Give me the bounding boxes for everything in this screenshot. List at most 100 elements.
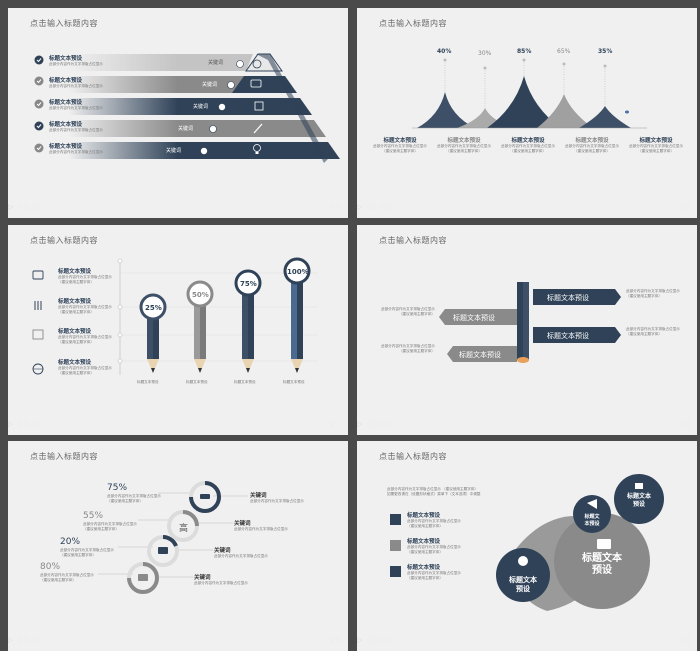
caption: 标题文本预设 此部分内容作为文字排版占位显示 （建议使用主题字体） <box>501 138 555 153</box>
ring-diagram <box>98 481 248 594</box>
slide-number: 26 <box>680 203 692 212</box>
trophy-icon <box>635 483 643 489</box>
intro-text: 此部分内容作为文字排版占位显示 （建议使用主题字体） 如需更改请在（设置形状格式）… <box>387 487 481 496</box>
list-item: 标题文本预设 此部分内容作为文字排版占位显示 （建议使用主题字体） <box>58 269 112 284</box>
peak-chart <box>412 58 647 129</box>
wallet-icon <box>32 270 44 280</box>
keyword-block: 关键词 此部分内容作为文字排版占位显示 <box>234 521 288 531</box>
slide-number: 30 <box>680 636 692 645</box>
caption-row: 标题文本预设 此部分内容作为文字排版占位显示 （建议使用主题字体） 标题文本预设 此部… <box>373 136 683 154</box>
percent-label: 85% <box>517 48 532 55</box>
bubble-diagram <box>390 474 664 611</box>
slide-28[interactable]: 点击输入标题内容 标题文本预设 标题文本预设 标题文本预设 标题文本预设 此部分… <box>357 225 697 435</box>
arrow-label: 标题文本预设 <box>547 332 589 340</box>
keyword-block: 关键词 此部分内容作为文字排版占位显示 <box>214 548 268 558</box>
caption: 标题文本预设 此部分内容作为文字排版占位显示 （建议使用主题字体） <box>565 138 619 153</box>
play-icon[interactable]: ▷ <box>357 203 363 211</box>
slide-25[interactable]: 点击输入标题内容 <box>8 8 348 218</box>
slide-title: 点击输入标题内容 <box>30 19 98 28</box>
keyword-label: 关键词 <box>193 104 209 110</box>
percent-label: 100% <box>287 268 309 276</box>
keyword-label: 关键词 <box>202 82 218 88</box>
pencil-caption: 标题文本预设 <box>234 380 256 384</box>
slide-29[interactable]: 点击输入标题内容 高 75% 55% 20% 80% 此部分内容作为文字排版占位… <box>8 441 348 651</box>
percent-label: 25% <box>145 304 162 312</box>
play-icon[interactable]: ▷ <box>357 636 363 644</box>
globe-icon <box>32 363 44 375</box>
percent-label: 75% <box>240 280 257 288</box>
play-icon[interactable]: ▷ <box>357 420 363 428</box>
keyword-label: 关键词 <box>166 148 182 154</box>
slide-time: 00:00 <box>18 636 43 645</box>
slide-title: 点击输入标题内容 <box>30 236 98 245</box>
briefcase-icon <box>597 539 611 549</box>
desc-block: 此部分内容作为文字排版占位显示 （建议使用主题字体） <box>626 289 680 298</box>
percent-label: 80% <box>40 562 61 572</box>
center-char: 高 <box>179 524 189 534</box>
chat-icon <box>138 574 148 581</box>
calculator-icon <box>390 566 401 577</box>
caption: 标题文本预设 此部分内容作为文字排版占位显示 （建议使用主题字体） <box>373 138 427 153</box>
keyword-block: 关键词 此部分内容作为文字排版占位显示 <box>250 493 304 503</box>
slide-26[interactable]: 点击输入标题内容 40% 30% 85% 65% 35% 标题文本预设 此部分内容… <box>357 8 697 218</box>
monitor-icon <box>390 514 401 525</box>
slide-title: 点击输入标题内容 <box>379 452 447 461</box>
sliders-icon <box>34 301 42 310</box>
cube-icon <box>254 101 264 111</box>
arrow-label: 标题文本预设 <box>547 294 589 302</box>
list-item: 标题文本预设 此部分内容作为文字排版占位显示 <box>49 78 103 88</box>
keyword-label: 关键词 <box>208 60 224 66</box>
pencil-chart <box>32 257 318 375</box>
slide-time: 00:00 <box>367 203 392 212</box>
bubble-label: 标题文本预设 <box>509 576 537 593</box>
percent-label: 65% <box>557 48 571 55</box>
play-icon[interactable]: ▷ <box>8 420 14 428</box>
list-item: 标题文本预设 此部分内容作为文字排版占位显示 <box>49 56 103 66</box>
desc-block: 此部分内容作为文字排版占位显示 （建议使用主题字体） <box>83 522 137 531</box>
globe-icon <box>252 59 262 69</box>
arrow-label: 标题文本预设 <box>459 351 501 359</box>
arrow-label: 标题文本预设 <box>453 314 495 322</box>
percent-label: 75% <box>107 483 128 493</box>
slide-number: 25 <box>330 203 342 212</box>
desc-block: 此部分内容作为文字排版占位显示 （建议使用主题字体） <box>60 548 114 557</box>
percent-label: 35% <box>598 48 613 55</box>
list-item: 标题文本预设 此部分内容作为文字排版占位显示 <box>49 100 103 110</box>
slide-number: 29 <box>330 636 342 645</box>
desc-block: 此部分内容作为文字排版占位显示 （建议使用主题字体） <box>381 307 435 316</box>
keyword-label: 关键词 <box>178 126 194 132</box>
pencil-caption: 标题文本预设 <box>137 380 159 384</box>
slide-title: 点击输入标题内容 <box>30 452 98 461</box>
bubble-label: 标题文本预设 <box>626 493 651 508</box>
desc-block: 此部分内容作为文字排版占位显示 （建议使用主题字体） <box>381 344 435 353</box>
bubble-label: 标题文本预设 <box>584 514 600 527</box>
list-item: 标题文本预设 此部分内容作为文字排版占位显示 （建议使用主题字体） <box>407 513 461 528</box>
slide-number: 28 <box>680 420 692 429</box>
play-icon[interactable]: ▷ <box>8 203 14 211</box>
percent-label: 40% <box>437 48 452 55</box>
slide-time: 00:00 <box>367 420 392 429</box>
percent-label: 50% <box>192 291 209 299</box>
megaphone-icon <box>587 499 597 509</box>
slide-number: 27 <box>330 420 342 429</box>
slide-27[interactable]: 点击输入标题内容 25% 50% 75% 100% 标题文本预设 标题文本预设 … <box>8 225 348 435</box>
pencil-caption: 标题文本预设 <box>186 380 208 384</box>
list-item: 标题文本预设 此部分内容作为文字排版占位显示 （建议使用主题字体） <box>407 539 461 554</box>
pyramid-diagram <box>34 52 340 163</box>
desc-block: 此部分内容作为文字排版占位显示 （建议使用主题字体） <box>626 327 680 336</box>
caption: 标题文本预设 此部分内容作为文字排版占位显示 （建议使用主题字体） <box>629 138 683 153</box>
slide-30[interactable]: 点击输入标题内容 此部分内容作为文字排版占位显示 （建议使用主题字体） 如需更改请… <box>357 441 697 651</box>
slide-time: 00:00 <box>367 636 392 645</box>
list-item: 标题文本预设 此部分内容作为文字排版占位显示 （建议使用主题字体） <box>407 565 461 580</box>
pencil-caption: 标题文本预设 <box>283 380 305 384</box>
list-item: 标题文本预设 此部分内容作为文字排版占位显示 （建议使用主题字体） <box>58 299 112 314</box>
desc-block: 此部分内容作为文字排版占位显示 （建议使用主题字体） <box>40 573 94 582</box>
slide-title: 点击输入标题内容 <box>379 236 447 245</box>
palette-icon <box>518 556 528 566</box>
play-icon[interactable]: ▷ <box>8 636 14 644</box>
percent-label: 20% <box>60 537 81 547</box>
list-item: 标题文本预设 此部分内容作为文字排版占位显示 <box>49 144 103 154</box>
pen-icon <box>253 123 263 134</box>
card-icon <box>158 547 168 554</box>
